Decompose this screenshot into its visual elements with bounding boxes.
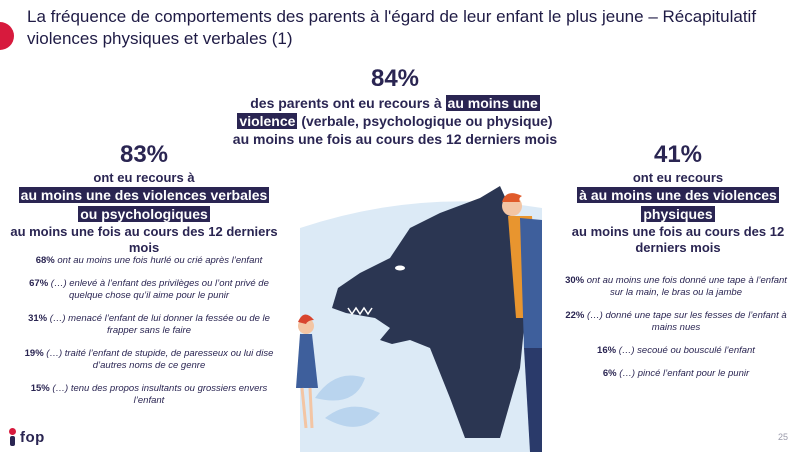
list-item: 16% (…) secoué ou bousculé l’enfant [597, 345, 755, 356]
logo-text: fop [20, 428, 45, 446]
wolf-eye [395, 265, 405, 271]
girl-legs [300, 387, 314, 429]
slide-title: La fréquence de comportements des parent… [27, 7, 757, 48]
logo-i-icon [6, 428, 18, 446]
list-item: 30% ont au moins une fois donné une tape… [565, 275, 787, 298]
leaf-decoration [315, 375, 380, 427]
ifop-logo: fop [6, 426, 45, 448]
left-percentage: 83% [119, 141, 169, 168]
list-item: 19% (…) traité l’enfant de stupide, de p… [24, 348, 274, 371]
left-highlight1: au moins une des violences verbales [18, 187, 270, 203]
center-line3: au moins une fois au cours des 12 dernie… [232, 131, 558, 147]
man-hair [502, 193, 522, 202]
center-line1: des parents ont eu recours à [250, 95, 446, 111]
left-line1: ont eu recours à [93, 170, 195, 185]
list-item: 67% (…) enlevé à l’enfant des privilèges… [29, 278, 269, 301]
left-highlight2: ou psychologiques [78, 206, 210, 222]
right-stat-list: 30% ont au moins une fois donné une tape… [560, 275, 792, 391]
wolf-teeth [347, 306, 373, 316]
girl-dress [296, 334, 318, 388]
list-item: 31% (…) menacé l’enfant de lui donner la… [28, 313, 270, 336]
center-percentage: 84% [370, 65, 420, 92]
wolf-shadow [332, 186, 525, 438]
left-line2: au moins une fois au cours des 12 dernie… [10, 224, 278, 255]
center-highlight1: au moins une [445, 95, 540, 111]
right-summary: 41% ont eu recours à au moins une des vi… [560, 140, 796, 256]
list-item: 68% ont au moins une fois hurlé ou crié … [35, 255, 263, 266]
man-shirt [520, 218, 542, 348]
right-percentage: 41% [653, 141, 703, 168]
center-summary: 84% des parents ont eu recours à au moin… [220, 64, 570, 148]
center-highlight2: violence [237, 113, 298, 129]
left-summary: 83% ont eu recours à au moins une des vi… [8, 140, 280, 256]
accent-dot [0, 22, 14, 50]
list-item: 6% (…) pincé l’enfant pour le punir [602, 368, 750, 379]
page-number: 25 [777, 432, 788, 442]
list-item: 22% (…) donné une tape sur les fesses de… [565, 310, 787, 333]
right-line2: au moins une fois au cours des 12 dernie… [571, 224, 785, 255]
girl-hair [298, 314, 314, 324]
right-line1: ont eu recours [632, 170, 724, 185]
man-legs [524, 348, 542, 452]
left-description: ont eu recours à au moins une des violen… [8, 170, 280, 256]
center-line2: (verbale, psychologique ou physique) [297, 113, 553, 129]
list-item: 15% (…) tenu des propos insultants ou gr… [30, 383, 268, 406]
right-description: ont eu recours à au moins une des violen… [560, 170, 796, 256]
right-highlight1: à au moins une des violences [577, 187, 779, 203]
left-stat-list: 68% ont au moins une fois hurlé ou crié … [24, 255, 274, 418]
wolf-shadow-illustration [296, 186, 542, 452]
right-highlight2: physiques [641, 206, 715, 222]
center-description: des parents ont eu recours à au moins un… [220, 94, 570, 148]
